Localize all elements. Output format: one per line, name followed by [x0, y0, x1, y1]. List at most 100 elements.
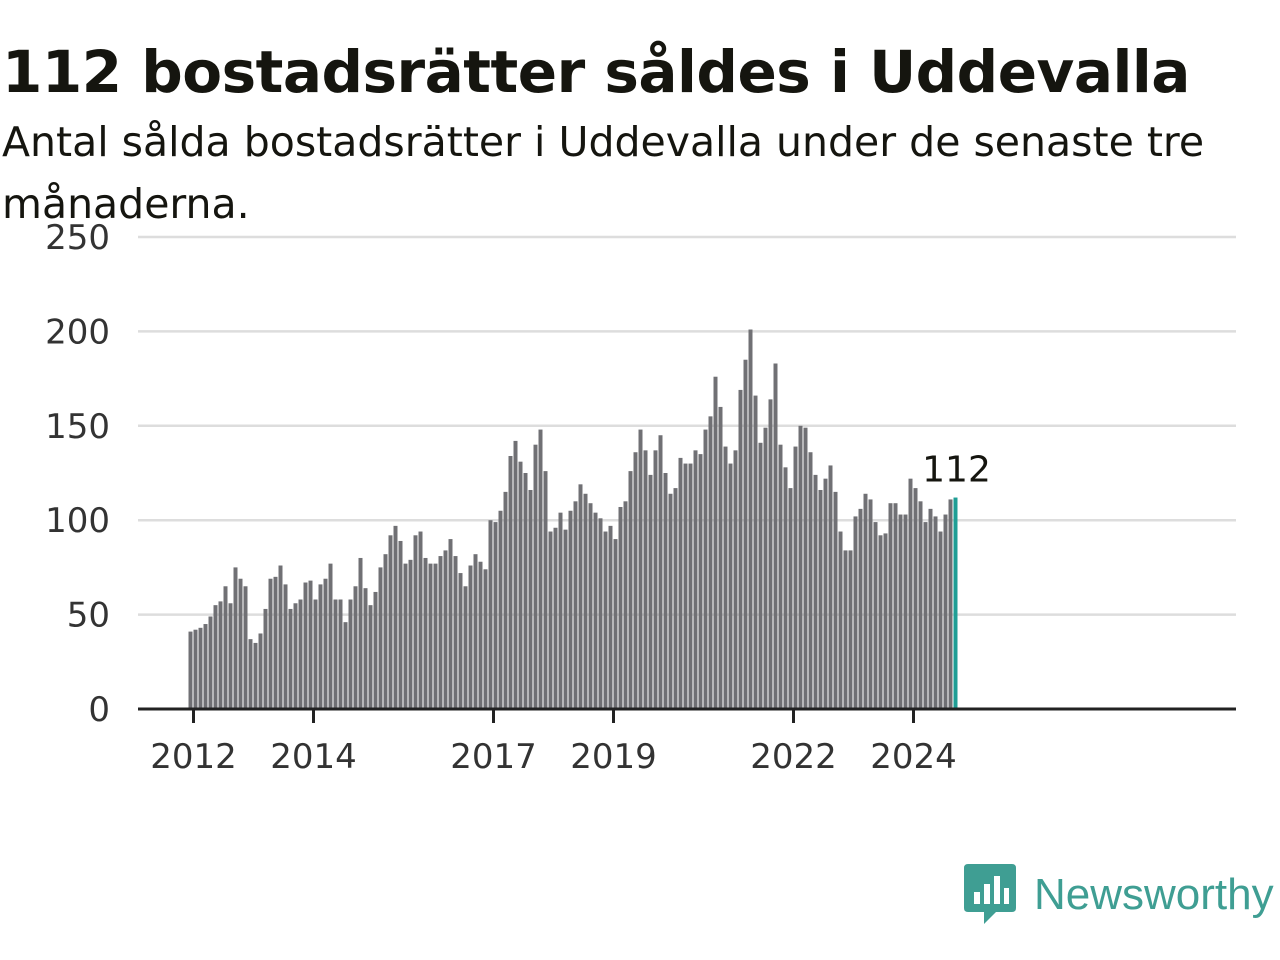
bar	[858, 508, 863, 709]
bar	[828, 465, 833, 709]
bar	[848, 550, 853, 709]
bar	[688, 463, 693, 709]
bar	[793, 446, 798, 709]
annotations: 112	[922, 450, 991, 491]
bar	[888, 503, 893, 709]
bar	[308, 580, 313, 709]
bar	[863, 493, 868, 709]
brand-logo: Newsworthy	[964, 864, 1274, 926]
bar	[403, 563, 408, 709]
bar	[928, 508, 933, 709]
bar	[323, 578, 328, 709]
bar	[898, 514, 903, 709]
x-tick-label: 2017	[450, 737, 537, 777]
bar	[473, 554, 478, 709]
bar-highlight	[953, 497, 958, 709]
bar	[668, 493, 673, 709]
bar	[938, 531, 943, 709]
bar	[438, 556, 443, 709]
y-tick-label: 200	[45, 312, 110, 352]
bar	[498, 510, 503, 709]
bar	[318, 584, 323, 709]
chart-title: 112 bostadsrätter såldes i Uddevalla	[2, 38, 1190, 106]
bar	[553, 527, 558, 709]
bar	[808, 452, 813, 709]
bar	[573, 501, 578, 709]
bar	[298, 599, 303, 709]
bar	[733, 450, 738, 709]
bar	[408, 559, 413, 709]
x-tick-label: 2019	[570, 737, 657, 777]
bar	[538, 429, 543, 709]
bar	[893, 503, 898, 709]
bar	[913, 488, 918, 709]
bar	[778, 444, 783, 709]
bar	[468, 565, 473, 709]
bar	[533, 444, 538, 709]
y-tick-label: 100	[45, 501, 110, 541]
bar	[853, 516, 858, 709]
bar	[548, 531, 553, 709]
bar	[213, 605, 218, 709]
bar	[228, 603, 233, 709]
y-tick-label: 250	[45, 218, 110, 258]
bar	[513, 440, 518, 709]
bar	[188, 631, 193, 709]
bar	[648, 474, 653, 709]
bar	[523, 473, 528, 709]
bar	[643, 450, 648, 709]
bar-chart-speech-bubble-icon	[964, 864, 1016, 924]
x-tick-label: 2012	[150, 737, 237, 777]
bars	[188, 329, 958, 709]
bar	[353, 586, 358, 709]
bar	[433, 563, 438, 709]
bar	[558, 512, 563, 709]
bar	[603, 531, 608, 709]
gridlines	[138, 235, 1236, 616]
chart-subtitle: Antal sålda bostadsrätter i Uddevalla un…	[2, 118, 1205, 228]
bar	[288, 608, 293, 709]
bar	[883, 533, 888, 709]
bar	[763, 427, 768, 709]
bar	[633, 452, 638, 709]
bar	[723, 446, 728, 709]
bar	[638, 429, 643, 709]
bar	[833, 491, 838, 709]
bar	[588, 503, 593, 709]
bar	[453, 556, 458, 709]
bar	[258, 633, 263, 709]
bar	[773, 363, 778, 709]
bar	[918, 501, 923, 709]
bar	[363, 588, 368, 709]
bar	[273, 576, 278, 709]
bar	[223, 586, 228, 709]
bar	[268, 578, 273, 709]
bar	[618, 506, 623, 709]
bar	[518, 461, 523, 709]
bar	[803, 427, 808, 709]
bar	[418, 531, 423, 709]
bar	[313, 599, 318, 709]
bar	[578, 484, 583, 709]
bar	[583, 493, 588, 709]
bar	[718, 406, 723, 709]
bar	[783, 467, 788, 709]
bar	[563, 529, 568, 709]
bar	[358, 557, 363, 709]
bar	[448, 539, 453, 709]
bar	[413, 535, 418, 709]
bar	[383, 554, 388, 709]
bar	[753, 395, 758, 709]
bar	[673, 488, 678, 709]
bar	[378, 567, 383, 709]
bar	[623, 501, 628, 709]
bar	[543, 471, 548, 709]
bar	[813, 474, 818, 709]
bar	[278, 565, 283, 709]
bar	[373, 591, 378, 709]
bar	[208, 616, 213, 709]
bar	[328, 563, 333, 709]
bar	[598, 518, 603, 709]
bar	[948, 499, 953, 709]
bar	[478, 561, 483, 709]
